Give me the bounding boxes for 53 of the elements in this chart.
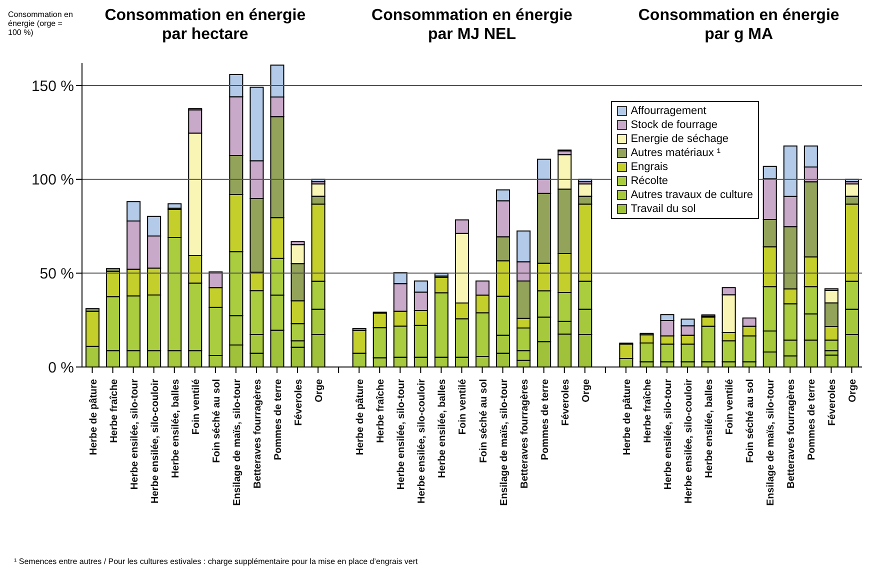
x-tick-label: Féveroles [294, 378, 305, 426]
x-tick-label: Herbe fraîche [108, 378, 120, 443]
x-tick-label: Betteraves fourragères [519, 378, 530, 488]
x-tick-label: Foin ventilé [458, 378, 469, 435]
legend-label: Travail du sol [630, 202, 696, 216]
legend-label: Stock de fourrage [630, 118, 718, 132]
x-tick-label: Herbe ensilée, silo-tour [663, 378, 674, 490]
legend-label: Autres matériaux ¹ [630, 146, 721, 160]
y-tick-label: 0 % [48, 359, 74, 376]
x-tick-label: Foin ventilé [190, 378, 202, 435]
x-tick-label: Orge [580, 378, 592, 402]
x-tick-label: Herbe ensilée, balles [437, 378, 448, 478]
x-tick-label: Ensilage de maïs, silo-tour [766, 378, 777, 506]
text: Consommation en énergie par hectare [104, 6, 307, 44]
legend-label: Engrais [630, 160, 668, 174]
text: ¹ Semences entre autres / Pour les cultures estivales : charge supplémentaire pour la mise en place d’engrais vert [14, 557, 418, 566]
x-tick-label: Herbe ensilée, silo-couloir [150, 378, 161, 504]
x-tick-label: Herbe ensilée, balles [704, 378, 716, 478]
x-tick-label: Pommes de terre [540, 378, 551, 460]
x-tick-label: Herbe de pâture [355, 378, 366, 456]
x-tick-label: Ensilage de maïs, silo-tour [232, 378, 243, 506]
x-tick-label: Féveroles [560, 378, 572, 426]
y-tick-label: 100 % [31, 172, 74, 189]
text: Consommation en énergie par MJ NEL [370, 6, 574, 44]
text: Consommation en énergie par g MA [637, 6, 840, 44]
x-tick-label: Herbe fraîche [642, 378, 654, 443]
legend-label: Autres travaux de culture [630, 188, 753, 202]
x-tick-label: Orge [314, 378, 326, 402]
x-tick-label: Orge [848, 378, 859, 402]
x-tick-label: Foin ventilé [724, 378, 736, 435]
x-tick-label: Foin séché au sol [478, 378, 490, 463]
legend-label: Energie de séchage [630, 132, 729, 146]
x-tick-label: Herbe fraîche [376, 378, 387, 443]
x-tick-label: Foin séché au sol [745, 378, 756, 463]
x-tick-label: Betteraves fourragères [786, 378, 798, 488]
x-tick-label: Herbe ensilée, silo-couloir [416, 378, 428, 504]
x-tick-label: Herbe ensilée, silo-couloir [684, 378, 695, 504]
x-tick-label: Herbe ensilée, silo-tour [396, 378, 408, 490]
x-tick-label: Herbe de pâture [622, 378, 633, 456]
x-tick-label: Ensilage de maïs, silo-tour [498, 378, 510, 506]
x-tick-label: Foin séché au sol [211, 378, 222, 463]
legend-label: Récolte [630, 174, 668, 188]
x-tick-label: Pommes de terre [806, 378, 818, 460]
y-tick-label: 150 % [31, 78, 74, 95]
x-tick-label: Féveroles [827, 378, 838, 426]
y-axis-title: Consommation en énergie (orge = 100 %) [8, 10, 74, 37]
x-tick-label: Pommes de terre [273, 378, 284, 460]
legend-label: Affourragement [630, 104, 706, 118]
x-tick-label: Herbe de pâture [88, 378, 100, 456]
x-tick-label: Betteraves fourragères [252, 378, 264, 488]
x-tick-label: Herbe ensilée, balles [170, 378, 182, 478]
x-tick-label: Herbe ensilée, silo-tour [129, 378, 140, 490]
y-tick-label: 50 % [40, 266, 74, 282]
